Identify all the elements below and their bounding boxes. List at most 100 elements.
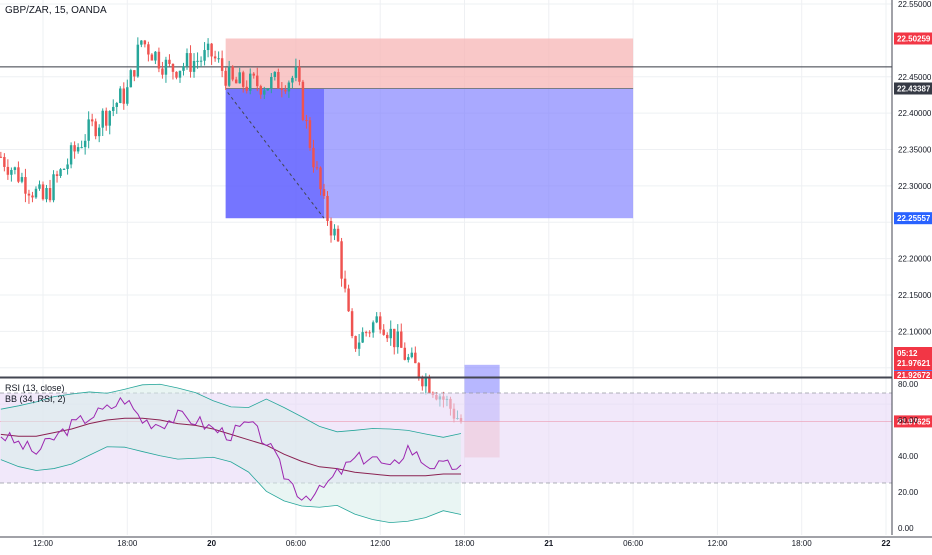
symbol-title: GBP/ZAR, 15, OANDA <box>5 5 107 16</box>
rsi-legend: RSI (13, close) <box>5 383 65 393</box>
time-tick-label: 18:00 <box>454 539 475 548</box>
candle-body <box>108 110 111 126</box>
candle-body <box>350 311 354 337</box>
candle-body <box>34 188 38 198</box>
candle-body <box>245 86 248 91</box>
candle-body <box>126 87 129 104</box>
candle-body <box>101 110 104 128</box>
candle-body <box>407 357 410 360</box>
candle-body <box>319 167 322 190</box>
candle-body <box>322 189 326 196</box>
candle-body <box>147 44 150 55</box>
candle-body <box>104 110 108 126</box>
candle-body <box>203 50 206 61</box>
candle-body <box>361 332 364 343</box>
price-tag-label: 22.50259 <box>897 34 931 43</box>
time-tick-label: 06:00 <box>286 539 307 548</box>
candle-body <box>393 328 396 348</box>
price-tag-label: 22.43387 <box>897 84 931 93</box>
candle-body <box>192 61 196 72</box>
candle-body <box>3 157 6 167</box>
price-tag-bg <box>894 82 932 95</box>
candle-body <box>234 79 238 84</box>
time-tick-label: 12:00 <box>370 539 391 548</box>
candle-body <box>178 70 182 78</box>
candle-body <box>171 63 175 72</box>
candle-body <box>129 70 133 88</box>
bottom-tag-label: 21.92672 <box>897 371 931 380</box>
candle-body <box>403 347 407 360</box>
candle-body <box>80 147 83 149</box>
candle-body <box>252 73 255 76</box>
candle-body <box>175 71 178 78</box>
rsi-line <box>0 396 462 502</box>
candle-body <box>10 169 13 175</box>
candle-body <box>357 342 361 349</box>
candle-body <box>38 184 41 189</box>
candle-body <box>157 51 161 69</box>
candle-body <box>364 332 368 334</box>
candle-body <box>55 174 59 176</box>
price-tick-label: 22.15000 <box>898 291 932 300</box>
candle-body <box>368 332 371 334</box>
candle-body <box>199 60 203 62</box>
candle-body <box>31 195 34 198</box>
candlestick-series <box>0 37 463 424</box>
candle-body <box>256 75 259 87</box>
candle-body <box>410 352 414 358</box>
candle-body <box>73 145 76 152</box>
candle-body <box>13 167 17 170</box>
rsi-panel[interactable] <box>0 377 892 524</box>
candle-body <box>336 228 340 242</box>
candle-body <box>382 329 385 335</box>
candle-body <box>343 278 347 289</box>
candle-body <box>277 72 280 89</box>
axis-labels: 22.55000 22.45000 22.40000 22.35000 22.30000… <box>33 0 932 548</box>
last-price-label: 21.97621 <box>897 359 931 368</box>
stop-loss-zone[interactable] <box>225 38 634 89</box>
candle-body <box>354 336 357 349</box>
candle-body <box>284 89 287 92</box>
candle-body <box>62 168 66 170</box>
bollinger-lower-line <box>0 446 462 524</box>
candle-body <box>312 147 315 168</box>
candle-body <box>231 66 234 80</box>
last-price-tag-bg <box>894 347 932 370</box>
candle-body <box>112 106 115 111</box>
candle-body <box>308 120 312 148</box>
candle-body <box>270 76 273 89</box>
rsi-tick-label: 20.00 <box>898 488 919 497</box>
candle-body <box>329 220 333 236</box>
candle-body <box>326 195 329 221</box>
price-tag-label: 21.97625 <box>897 417 931 426</box>
candle-body <box>133 70 136 77</box>
candle-body <box>0 156 3 158</box>
candle-body <box>206 43 210 51</box>
candle-body <box>291 77 294 83</box>
candle-body <box>378 316 382 330</box>
candle-body <box>259 86 263 95</box>
candle-body <box>136 44 140 77</box>
candle-body <box>400 331 403 348</box>
rsi-tick-label: 80.00 <box>898 380 919 389</box>
candle-body <box>417 363 421 378</box>
price-tick-label: 22.40000 <box>898 109 932 118</box>
candle-body <box>315 167 319 169</box>
price-tick-label: 22.35000 <box>898 146 932 155</box>
candle-body <box>333 228 336 236</box>
candle-body <box>182 66 185 71</box>
time-tick-label: 06:00 <box>623 539 644 548</box>
rsi-tick-label: 0.00 <box>898 524 914 533</box>
candle-body <box>90 119 94 122</box>
bollinger-upper-line <box>0 383 462 438</box>
price-tag-bg <box>894 32 932 45</box>
candle-body <box>119 88 122 103</box>
time-tick-label: 18:00 <box>117 539 138 548</box>
candle-body <box>347 288 350 312</box>
candle-body <box>340 241 343 279</box>
candle-body <box>140 40 143 45</box>
candle-body <box>83 140 87 148</box>
candle-body <box>385 334 389 339</box>
